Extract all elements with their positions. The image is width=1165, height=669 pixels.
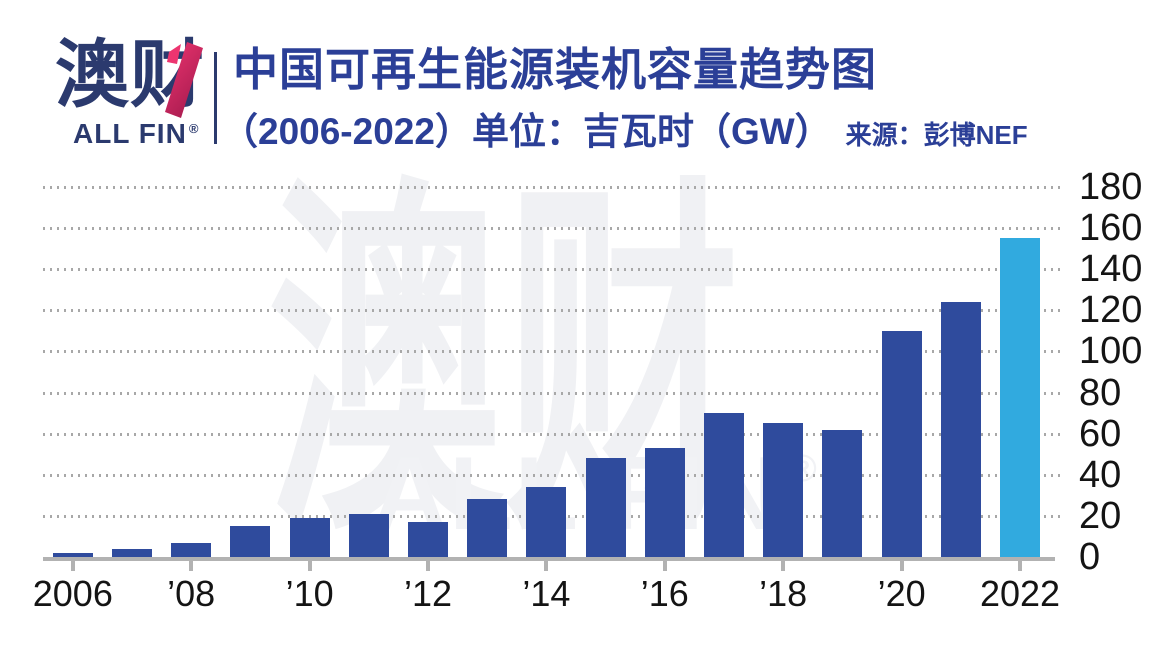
bar-2015 <box>585 458 626 557</box>
bar-2010 <box>289 517 330 557</box>
y-axis-labels: 0 20 40 60 80 100 120 140 160 180 <box>1079 168 1165 576</box>
gridline-160 <box>43 227 1062 231</box>
x-tick-label-14: ’14 <box>522 573 571 614</box>
x-tick-mark <box>1018 561 1022 571</box>
y-tick-label-40: 40 <box>1079 453 1122 496</box>
x-tick-label-20: ’20 <box>877 573 926 614</box>
bar-2012 <box>408 522 448 557</box>
bar-2017 <box>704 413 744 557</box>
x-tick-label-10: ’10 <box>285 573 334 614</box>
gridline-180 <box>43 186 1062 189</box>
y-tick-label-60: 60 <box>1079 412 1122 455</box>
y-tick-label-80: 80 <box>1079 371 1122 414</box>
brand-logo-en: ALL FIN ® <box>73 118 213 150</box>
x-axis-labels: 2006 ’08 ’10 ’12 ’14 ’16 ’18 ’20 2022 <box>0 576 1165 622</box>
gridline-140 <box>43 268 1062 272</box>
bar-2007 <box>112 548 152 557</box>
registered-mark-icon: ® <box>188 120 200 136</box>
bar-2021 <box>940 302 981 557</box>
y-tick-label-180: 180 <box>1079 166 1143 208</box>
y-tick-label-0: 0 <box>1079 536 1101 578</box>
subtitle-row: （2006-2022）单位：吉瓦时（GW） 来源：彭博NEF <box>221 101 1133 155</box>
x-tick-label-2006: 2006 <box>32 573 113 614</box>
bar-2018 <box>763 423 804 557</box>
page-subtitle: （2006-2022）单位：吉瓦时（GW） <box>221 110 832 152</box>
x-tick-mark <box>70 561 75 571</box>
x-tick-label-18: ’18 <box>759 573 808 614</box>
bar-2011 <box>348 513 389 557</box>
y-tick-label-20: 20 <box>1079 494 1122 537</box>
brand-logo: 澳财 ALL FIN ® <box>55 38 215 150</box>
x-tick-mark <box>426 561 430 571</box>
bar-2009 <box>230 526 271 557</box>
gridline-120 <box>43 309 1062 313</box>
x-tick-label-16: ’16 <box>640 573 689 614</box>
bar-2008 <box>171 542 212 557</box>
x-tick-label-08: ’08 <box>167 573 216 614</box>
header-titles: 中国可再生能源装机容量趋势图 （2006-2022）单位：吉瓦时（GW） 来源：… <box>221 44 1133 155</box>
brand-logo-cn: 澳财 <box>55 33 205 116</box>
y-tick-label-140: 140 <box>1079 248 1143 291</box>
x-tick-mark <box>899 561 904 571</box>
gridline-60 <box>43 432 1062 436</box>
gridline-80 <box>43 391 1062 395</box>
bar-2016 <box>644 448 685 557</box>
x-tick-mark <box>662 561 667 571</box>
brand-logo-en-text: ALL FIN <box>73 118 187 149</box>
gridline-100 <box>43 350 1062 354</box>
x-axis-line <box>43 557 1055 561</box>
x-tick-mark <box>307 561 312 571</box>
y-tick-label-160: 160 <box>1079 207 1143 250</box>
bar-2022 <box>1000 238 1040 557</box>
bar-2006 <box>52 552 93 557</box>
page-title: 中国可再生能源装机容量趋势图 <box>233 44 878 95</box>
x-tick-mark <box>781 561 786 571</box>
x-tick-mark <box>189 561 194 571</box>
bar-2013 <box>467 499 508 557</box>
bar-2014 <box>526 487 567 557</box>
header-divider <box>214 52 217 144</box>
plot-area <box>43 187 1055 557</box>
bar-2020 <box>881 330 922 557</box>
y-tick-label-120: 120 <box>1079 289 1143 332</box>
source-label: 来源：彭博NEF <box>845 119 1028 150</box>
x-tick-mark <box>544 561 549 571</box>
gridline-40 <box>43 473 1062 477</box>
bar-2019 <box>822 429 863 557</box>
x-tick-label-2022: 2022 <box>979 573 1061 614</box>
y-tick-label-100: 100 <box>1079 330 1143 373</box>
x-tick-label-12: ’12 <box>403 573 453 614</box>
